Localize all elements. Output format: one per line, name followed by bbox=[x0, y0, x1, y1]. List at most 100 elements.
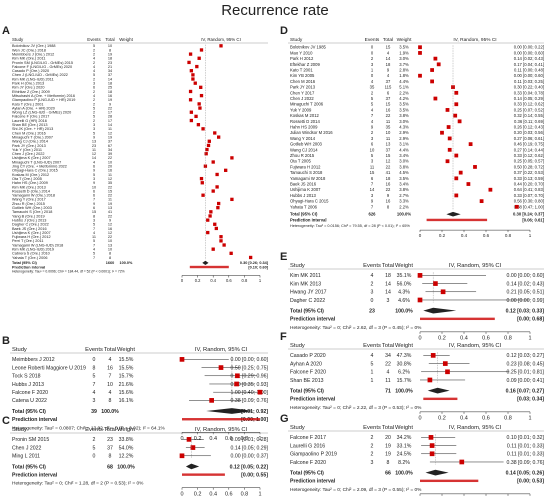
study-total: 22 bbox=[386, 113, 391, 118]
study-estimate-square bbox=[433, 96, 438, 101]
total-total: 66 bbox=[385, 470, 391, 476]
study-row: Kim MK (Ore.) 2011 4 18 bbox=[12, 57, 201, 61]
study-weight: 3.5% bbox=[399, 45, 409, 50]
study-total: 23 bbox=[108, 61, 112, 65]
study-row: Ming L 2011 0 8 12.2% 0.00 [0.00; 0.37] bbox=[12, 453, 269, 460]
x-tick-label: 0.6 bbox=[482, 336, 490, 342]
prediction-interval-bar bbox=[189, 265, 229, 269]
total-ci-text: 0.30 [0.24; 0.37] bbox=[513, 212, 545, 217]
study-name: Park H 2012 bbox=[290, 56, 314, 61]
study-total: 9 bbox=[109, 102, 111, 106]
study-events: 4 bbox=[93, 248, 95, 252]
study-total: 10 bbox=[108, 248, 112, 252]
study-total: 8 bbox=[109, 454, 112, 460]
prediction-interval-text: [0.00; 0.53] bbox=[517, 479, 544, 485]
prediction-interval-bar bbox=[420, 479, 479, 483]
study-estimate-square bbox=[445, 159, 450, 164]
study-estimate-square bbox=[454, 90, 459, 95]
study-row: Minaguchi T (LNG-IUD) 2007 4 10 bbox=[12, 160, 215, 164]
study-name: Falcone F 2020 bbox=[290, 370, 326, 376]
x-tick-label: 0.2 bbox=[195, 278, 201, 283]
study-events: 2 bbox=[93, 90, 95, 94]
study-events: 15 bbox=[92, 210, 96, 214]
study-ci-text: 0.33 [0.04; 0.78] bbox=[514, 90, 544, 95]
study-total: 15 bbox=[386, 102, 391, 107]
study-events: 0 bbox=[93, 454, 96, 460]
study-weight: 34.2% bbox=[397, 435, 412, 441]
study-estimate-square bbox=[224, 168, 228, 172]
panel-letter: G bbox=[280, 413, 289, 425]
total-label: Total (95% CI) bbox=[290, 212, 318, 217]
study-total: 16 bbox=[386, 182, 391, 187]
study-events: 3 bbox=[93, 398, 96, 404]
study-name: Hubbs J 2013 bbox=[290, 193, 317, 198]
total-label: Total (95% CI) bbox=[290, 388, 324, 394]
study-events: 4 bbox=[371, 107, 374, 112]
study-estimate-square bbox=[218, 365, 224, 370]
study-ci-text: 0.14 [0.02; 0.43] bbox=[507, 281, 545, 287]
study-name: Yahata T 2006 bbox=[290, 204, 318, 209]
study-row: Hubbs J 2013 7 10 21.6% 0.70 [0.35; 0.93] bbox=[12, 381, 269, 388]
heterogeneity-text: Heterogeneity: Tau² = 0; Chi² = 2.09, df… bbox=[290, 487, 422, 493]
study-row: Kato T (Ore.) 2001 2 9 bbox=[12, 102, 201, 106]
study-row: Ayhan A 2020 5 22 30.8% 0.23 [0.08; 0.45] bbox=[290, 361, 545, 367]
study-total: 19 bbox=[385, 443, 391, 449]
study-total: 4 bbox=[387, 370, 390, 376]
study-estimate-square bbox=[230, 197, 234, 202]
study-estimate-square bbox=[473, 165, 477, 169]
study-weight: 35.1% bbox=[397, 273, 412, 279]
study-total: 37 bbox=[107, 445, 113, 451]
study-events: 8 bbox=[93, 365, 96, 371]
column-header-total: Total bbox=[383, 37, 393, 43]
total-events: 23 bbox=[369, 308, 375, 314]
study-name: Shan BE (Ore.) 2013 bbox=[12, 123, 47, 127]
study-total: 6 bbox=[387, 90, 390, 95]
study-total: 67 bbox=[108, 144, 112, 148]
study-estimate-square bbox=[211, 160, 215, 164]
study-name: Eftekhar Z 2009 bbox=[290, 62, 320, 67]
study-ci-text: 0.46 [0.19; 0.75] bbox=[514, 142, 544, 147]
study-row: Kim YB 2005 0 4 1.8% 0.00 [0.00; 0.60] bbox=[290, 73, 544, 78]
study-row: Tamauchi S 2018 15 41 4.5% 0.37 [0.22; 0.53] bbox=[290, 170, 544, 175]
study-row: Cabrera S (Ore.) 2010 5 8 bbox=[12, 252, 233, 256]
study-estimate-square bbox=[429, 451, 435, 457]
panel-letter: F bbox=[280, 331, 287, 343]
study-total: 22 bbox=[108, 185, 112, 189]
study-row: Catena U 2022 3 8 16.1% 0.38 [0.09; 0.76] bbox=[12, 398, 269, 404]
study-row: Hubbs J (Ore.) 2013 3 9 bbox=[12, 218, 210, 222]
study-name: Kim MK (LNG-IUD) 2011 bbox=[12, 77, 54, 81]
study-name: Fujiwara H (Ore.) 2012 bbox=[12, 235, 51, 239]
study-total: 37 bbox=[108, 73, 112, 77]
study-name: Zhou R 2015 bbox=[290, 153, 315, 158]
study-estimate-square bbox=[189, 69, 194, 73]
study-row: Shan BE 2013 1 11 15.7% 0.09 [0.00; 0.41] bbox=[290, 377, 545, 384]
study-ci-text: 0.00 [0.00; 0.60] bbox=[231, 357, 269, 363]
study-events: 15 bbox=[370, 170, 375, 175]
x-tick-label: 0.4 bbox=[209, 436, 217, 442]
study-name: Yahata T (Ore.) 2006 bbox=[12, 256, 47, 260]
study-events: 23 bbox=[92, 144, 96, 148]
study-name: Chen J 2022 bbox=[12, 445, 42, 451]
study-row: Hwang JY 2017 3 14 4.3% 0.21 [0.05; 0.51] bbox=[290, 289, 545, 296]
x-tick-label: 0.6 bbox=[482, 416, 490, 422]
x-tick-label: 0.8 bbox=[505, 233, 512, 238]
study-estimate-square bbox=[211, 189, 215, 193]
study-ci-text: 0.38 [0.09; 0.76] bbox=[507, 460, 545, 466]
study-estimate-square bbox=[215, 185, 219, 189]
study-estimate-square bbox=[219, 239, 223, 243]
study-events: 6 bbox=[93, 189, 95, 193]
x-tick-label: 0.4 bbox=[209, 491, 217, 497]
study-name: Koskas M 2012 bbox=[290, 113, 320, 118]
study-total: 34 bbox=[108, 148, 112, 152]
study-row: Falcone F (LNG/LIG - GrMEs) 2020 4 21 bbox=[12, 65, 199, 69]
study-row: Ushijima K (Ore.) 2007 14 22 bbox=[12, 156, 234, 160]
study-name: Yamagami W 2018 bbox=[290, 176, 326, 181]
study-name: Kim JY (Ore.) 2020 bbox=[12, 86, 44, 90]
study-weight: 4.3% bbox=[398, 290, 410, 296]
study-estimate-square bbox=[198, 106, 202, 110]
study-row: Ohyagi-Hara C 2015 9 16 3.3% 0.56 [0.30; 0.8… bbox=[290, 199, 544, 204]
study-estimate-square bbox=[201, 127, 205, 131]
study-total: 19 bbox=[108, 98, 112, 102]
study-events: 5 bbox=[93, 106, 95, 110]
